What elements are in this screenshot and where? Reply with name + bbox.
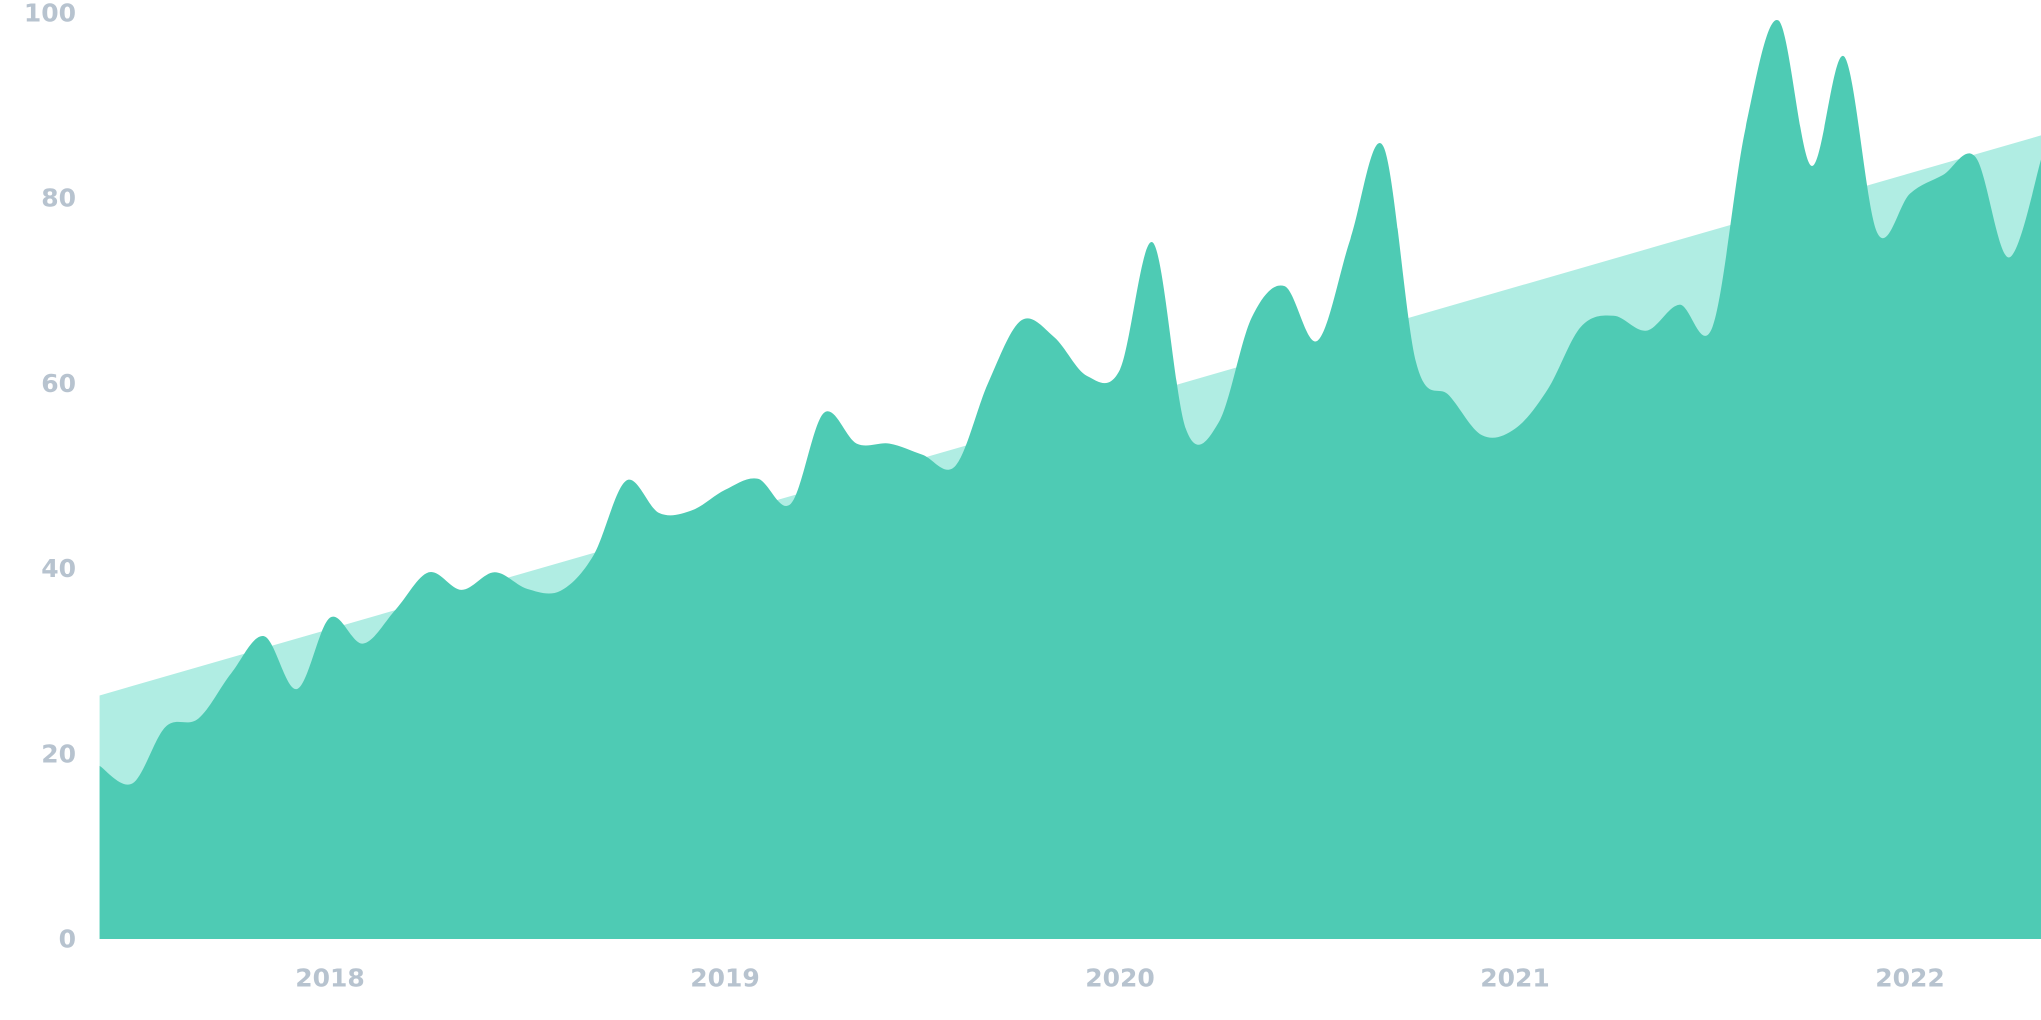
x-tick-label: 2019 (690, 964, 760, 993)
x-tick-label: 2022 (1875, 964, 1945, 993)
y-tick-label: 100 (24, 0, 76, 28)
x-tick-label: 2021 (1480, 964, 1550, 993)
y-tick-label: 60 (41, 369, 76, 398)
x-axis: 2018 2019 2020 2021 2022 (295, 964, 1945, 993)
y-tick-label: 20 (41, 739, 76, 768)
y-tick-label: 40 (41, 554, 76, 583)
plot-area (99, 20, 2041, 939)
y-axis: 0 20 40 60 80 100 (24, 0, 76, 954)
series-area (99, 20, 2041, 939)
y-tick-label: 80 (41, 184, 76, 213)
y-tick-label: 0 (59, 925, 76, 954)
x-tick-label: 2018 (295, 964, 365, 993)
x-tick-label: 2020 (1085, 964, 1155, 993)
